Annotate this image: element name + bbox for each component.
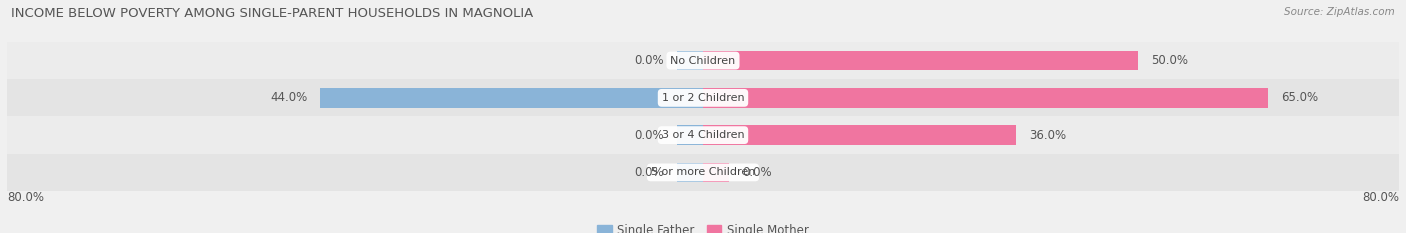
Text: Source: ZipAtlas.com: Source: ZipAtlas.com <box>1284 7 1395 17</box>
Bar <box>676 51 703 70</box>
Text: INCOME BELOW POVERTY AMONG SINGLE-PARENT HOUSEHOLDS IN MAGNOLIA: INCOME BELOW POVERTY AMONG SINGLE-PARENT… <box>11 7 533 20</box>
Text: 65.0%: 65.0% <box>1281 91 1319 104</box>
Bar <box>676 125 703 145</box>
Legend: Single Father, Single Mother: Single Father, Single Mother <box>593 219 813 233</box>
Text: 1 or 2 Children: 1 or 2 Children <box>662 93 744 103</box>
Text: 0.0%: 0.0% <box>742 166 772 179</box>
Bar <box>321 88 703 108</box>
Text: 36.0%: 36.0% <box>1029 129 1066 142</box>
Text: 5 or more Children: 5 or more Children <box>651 168 755 177</box>
Text: 0.0%: 0.0% <box>634 166 664 179</box>
Text: 44.0%: 44.0% <box>270 91 307 104</box>
Text: No Children: No Children <box>671 56 735 65</box>
Text: 3 or 4 Children: 3 or 4 Children <box>662 130 744 140</box>
Text: 80.0%: 80.0% <box>1362 191 1399 204</box>
Bar <box>703 125 1017 145</box>
Text: 50.0%: 50.0% <box>1152 54 1188 67</box>
Bar <box>7 154 1399 191</box>
Bar <box>703 163 730 182</box>
Bar <box>676 163 703 182</box>
Bar <box>703 88 1268 108</box>
Bar <box>703 51 1137 70</box>
Text: 0.0%: 0.0% <box>634 54 664 67</box>
Text: 0.0%: 0.0% <box>634 129 664 142</box>
Text: 80.0%: 80.0% <box>7 191 44 204</box>
Bar <box>7 79 1399 116</box>
Bar <box>7 42 1399 79</box>
Bar <box>7 116 1399 154</box>
